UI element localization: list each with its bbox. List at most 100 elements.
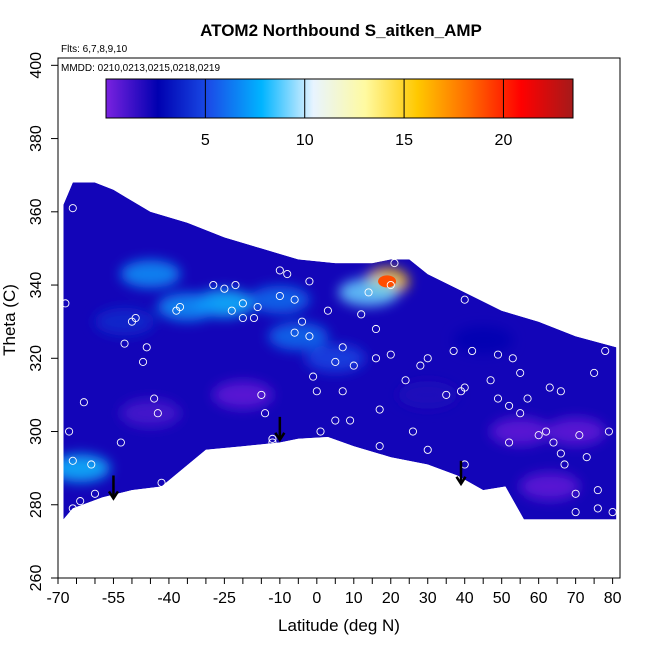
sample-markers xyxy=(61,204,617,517)
sample-point xyxy=(349,361,358,370)
y-tick-label: 280 xyxy=(28,491,45,518)
y-tick-label: 320 xyxy=(28,345,45,372)
sample-point xyxy=(545,383,554,392)
sample-point xyxy=(571,489,580,498)
x-tick-label: -55 xyxy=(102,590,125,607)
sample-point xyxy=(375,442,384,451)
colorbar: 5 10 15 20 xyxy=(105,78,574,149)
x-tick-label: 20 xyxy=(382,590,400,607)
field-blob xyxy=(519,472,580,501)
sample-point xyxy=(375,405,384,414)
sample-point xyxy=(153,409,162,418)
sample-point xyxy=(338,343,347,352)
sample-point xyxy=(238,299,247,308)
sample-point xyxy=(253,302,262,312)
sample-point xyxy=(283,270,292,279)
sample-point xyxy=(220,284,229,293)
field-blob xyxy=(63,454,111,483)
sample-point xyxy=(209,280,218,290)
field-blob xyxy=(453,325,514,354)
x-axis: -70 -55 -40 -25 -10 0 10 20 30 40 50 60 70 80 xyxy=(46,578,622,607)
sample-point xyxy=(238,313,247,323)
plot-frame xyxy=(57,57,621,579)
x-tick-label: 30 xyxy=(419,590,437,607)
sample-point xyxy=(290,295,299,304)
sample-point xyxy=(534,431,543,440)
colorbar-tick-label: 5 xyxy=(201,132,210,149)
sample-point xyxy=(227,306,236,315)
colorbar-gradient xyxy=(105,78,574,119)
sample-point xyxy=(593,504,602,513)
y-tick-label: 360 xyxy=(28,198,45,225)
sample-point xyxy=(142,343,151,352)
sample-point xyxy=(449,346,458,356)
sample-point xyxy=(549,438,558,447)
x-tick-label: 80 xyxy=(604,590,622,607)
x-tick-label: 60 xyxy=(530,590,548,607)
sample-point xyxy=(601,346,610,356)
sample-point xyxy=(68,204,77,213)
sample-point xyxy=(423,445,432,454)
sample-point xyxy=(593,486,602,495)
field-peak xyxy=(378,275,397,288)
sample-point xyxy=(542,427,551,436)
sample-point xyxy=(268,438,277,447)
x-axis-label: Latitude (deg N) xyxy=(278,616,400,635)
sample-point xyxy=(249,313,259,323)
sample-point xyxy=(386,280,395,290)
dates-note: MMDD: 0210,0213,0215,0218,0219 xyxy=(61,63,220,74)
sample-point xyxy=(493,394,503,403)
sample-point xyxy=(590,368,599,377)
sample-point xyxy=(423,354,432,363)
sample-point xyxy=(275,266,284,275)
colorbar-tick-label: 15 xyxy=(395,132,413,149)
sample-point xyxy=(68,504,77,513)
sample-point xyxy=(309,372,318,381)
x-tick-label: 0 xyxy=(312,590,321,607)
field-blob xyxy=(212,380,273,409)
sample-point xyxy=(386,350,395,359)
sample-point xyxy=(357,310,366,319)
sample-point xyxy=(79,398,88,407)
field-blob xyxy=(397,380,458,409)
sample-point xyxy=(364,288,373,297)
sample-point xyxy=(516,368,525,377)
sample-point xyxy=(556,449,565,458)
sample-point xyxy=(312,387,321,396)
sample-point xyxy=(371,324,381,334)
sample-point xyxy=(175,302,185,312)
sample-point xyxy=(408,427,417,436)
y-tick-label: 340 xyxy=(28,272,45,299)
sample-point xyxy=(68,456,77,465)
sample-point xyxy=(604,427,613,436)
sample-point xyxy=(460,295,469,304)
y-tick-label: 380 xyxy=(28,125,45,152)
sample-point xyxy=(371,354,381,363)
sample-point xyxy=(268,434,277,443)
x-tick-label: -40 xyxy=(157,590,180,607)
arrow-head xyxy=(274,432,286,443)
sample-point xyxy=(468,346,477,356)
sample-point xyxy=(460,383,469,392)
colorbar-tick-label: 10 xyxy=(296,132,314,149)
x-tick-label: -25 xyxy=(213,590,236,607)
sample-point xyxy=(261,409,270,418)
field-blob xyxy=(268,322,329,351)
sample-point xyxy=(120,339,129,348)
sample-point xyxy=(608,508,617,517)
sample-point xyxy=(87,460,96,469)
sample-point xyxy=(257,390,266,399)
sample-point xyxy=(505,438,514,447)
sample-point xyxy=(575,431,584,440)
sample-point xyxy=(442,390,451,399)
sample-point xyxy=(138,357,148,366)
sample-point xyxy=(390,259,399,268)
sample-point xyxy=(150,394,159,403)
sample-point xyxy=(486,376,495,385)
y-axis-label: Theta (C) xyxy=(0,284,19,356)
field-blob xyxy=(120,399,181,428)
heatmap-field xyxy=(63,182,617,520)
sample-point xyxy=(416,361,425,370)
sample-point xyxy=(401,376,410,385)
